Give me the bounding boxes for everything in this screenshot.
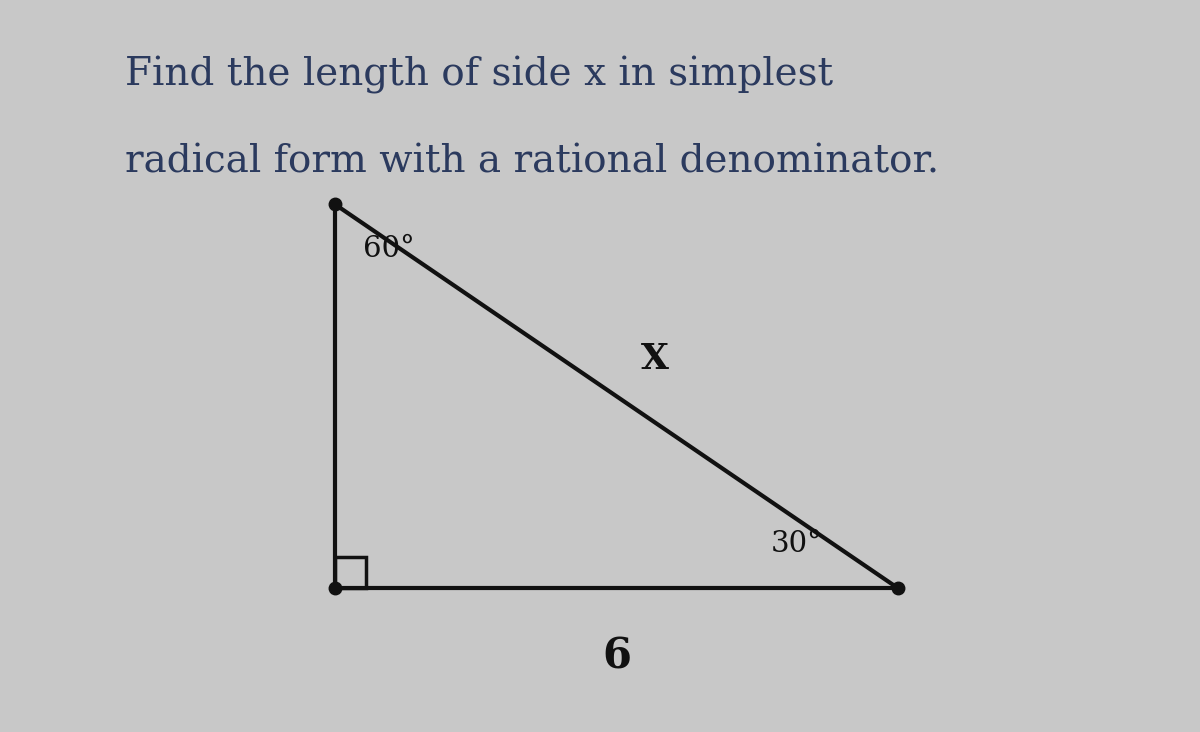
- Text: radical form with a rational denominator.: radical form with a rational denominator…: [125, 143, 940, 181]
- Text: 30°: 30°: [772, 530, 823, 558]
- Text: Find the length of side x in simplest: Find the length of side x in simplest: [125, 56, 834, 94]
- Text: X: X: [641, 343, 670, 376]
- Text: 6: 6: [602, 635, 631, 677]
- Text: 60°: 60°: [362, 235, 414, 263]
